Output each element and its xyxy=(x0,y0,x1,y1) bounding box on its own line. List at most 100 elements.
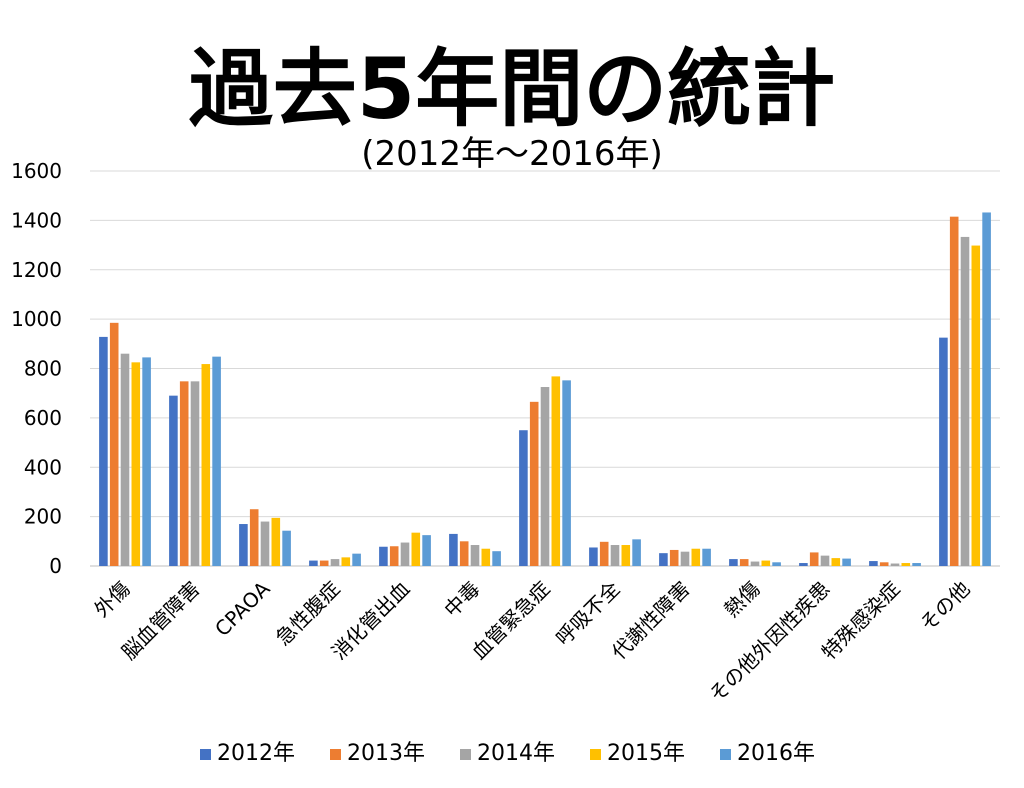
bar xyxy=(869,561,878,566)
bar xyxy=(729,559,738,566)
bar xyxy=(799,563,808,566)
bar xyxy=(610,545,620,566)
bar xyxy=(319,560,329,566)
bar xyxy=(249,509,259,566)
bar xyxy=(702,548,711,566)
bar xyxy=(282,530,291,566)
x-tick-label: 中毒 xyxy=(439,577,484,622)
bar xyxy=(470,545,480,566)
y-tick-label: 1200 xyxy=(11,258,62,282)
bar xyxy=(772,562,781,566)
x-tick-label: 呼吸不全 xyxy=(551,577,625,651)
bar xyxy=(341,557,351,566)
bar xyxy=(190,381,200,566)
y-tick-label: 600 xyxy=(24,406,62,430)
bar xyxy=(422,535,431,566)
bar xyxy=(142,357,151,566)
x-tick-label: CPAOA xyxy=(210,576,275,641)
bar xyxy=(820,555,830,566)
legend-swatch xyxy=(460,749,471,760)
legend-label: 2014年 xyxy=(477,741,555,766)
bar xyxy=(750,561,760,566)
bar xyxy=(400,542,410,566)
bar xyxy=(330,559,340,566)
legend-label: 2016年 xyxy=(737,741,815,766)
bar xyxy=(982,212,991,566)
bar xyxy=(939,337,948,566)
bar xyxy=(109,322,119,566)
bar xyxy=(901,563,911,566)
bar xyxy=(529,401,539,566)
y-tick-label: 1000 xyxy=(11,307,62,331)
bar xyxy=(761,560,771,566)
legend-swatch xyxy=(590,749,601,760)
gridlines xyxy=(90,170,1000,567)
legend-swatch xyxy=(330,749,341,760)
bar xyxy=(659,553,668,566)
y-tick-label: 1600 xyxy=(11,159,62,183)
x-tick-label: その他外因性疾患 xyxy=(704,577,834,707)
bar xyxy=(632,539,641,566)
legend-label: 2013年 xyxy=(347,741,425,766)
bar xyxy=(971,245,981,566)
bar xyxy=(691,548,701,566)
bar xyxy=(809,552,819,566)
chart-subtitle: (2012年～2016年) xyxy=(361,134,663,174)
x-tick-label: 急性腹症 xyxy=(271,577,345,651)
bar xyxy=(621,545,631,566)
bar xyxy=(239,524,248,566)
bar xyxy=(890,563,900,566)
bar xyxy=(379,546,388,566)
bar xyxy=(912,563,921,566)
y-tick-label: 200 xyxy=(24,505,62,529)
legend: 2012年 2013年 2014年 2015年 2016年 xyxy=(200,741,815,766)
y-axis-ticks: 0 200 400 600 800 1000 1200 1400 1600 xyxy=(11,159,62,578)
bar xyxy=(120,353,130,566)
bar xyxy=(271,517,281,566)
legend-label: 2015年 xyxy=(607,741,685,766)
bar xyxy=(411,532,421,566)
bar xyxy=(459,541,469,566)
bar xyxy=(949,216,959,567)
bar xyxy=(169,395,178,566)
y-tick-label: 800 xyxy=(24,357,62,381)
x-tick-label: 外傷 xyxy=(89,577,134,622)
bar xyxy=(99,336,108,566)
bar xyxy=(739,559,749,566)
bar xyxy=(519,430,528,566)
bar xyxy=(831,558,841,566)
bar xyxy=(669,549,679,566)
legend-swatch xyxy=(720,749,731,760)
bar xyxy=(389,546,399,566)
legend-swatch xyxy=(200,749,211,760)
bar xyxy=(260,521,270,566)
y-tick-label: 400 xyxy=(24,455,62,479)
x-tick-label: 熱傷 xyxy=(719,577,764,622)
bars xyxy=(99,212,991,567)
bar xyxy=(562,380,571,566)
bar xyxy=(842,558,851,566)
bar xyxy=(879,562,889,566)
y-tick-label: 0 xyxy=(49,554,62,578)
bar xyxy=(599,541,609,566)
x-tick-label: その他 xyxy=(915,577,974,636)
bar xyxy=(309,560,318,566)
bar xyxy=(492,551,501,566)
chart-title: 過去5年間の統計 xyxy=(189,40,835,138)
bar xyxy=(540,387,550,566)
legend-label: 2012年 xyxy=(217,741,295,766)
bar xyxy=(551,376,561,566)
bar xyxy=(179,381,189,566)
bar xyxy=(589,547,598,566)
bar xyxy=(481,548,491,566)
bar xyxy=(201,364,211,566)
bar xyxy=(449,533,458,566)
bar xyxy=(212,356,221,566)
bar xyxy=(131,362,141,566)
bar xyxy=(960,236,970,567)
y-tick-label: 1400 xyxy=(11,208,62,232)
bar xyxy=(352,553,361,566)
